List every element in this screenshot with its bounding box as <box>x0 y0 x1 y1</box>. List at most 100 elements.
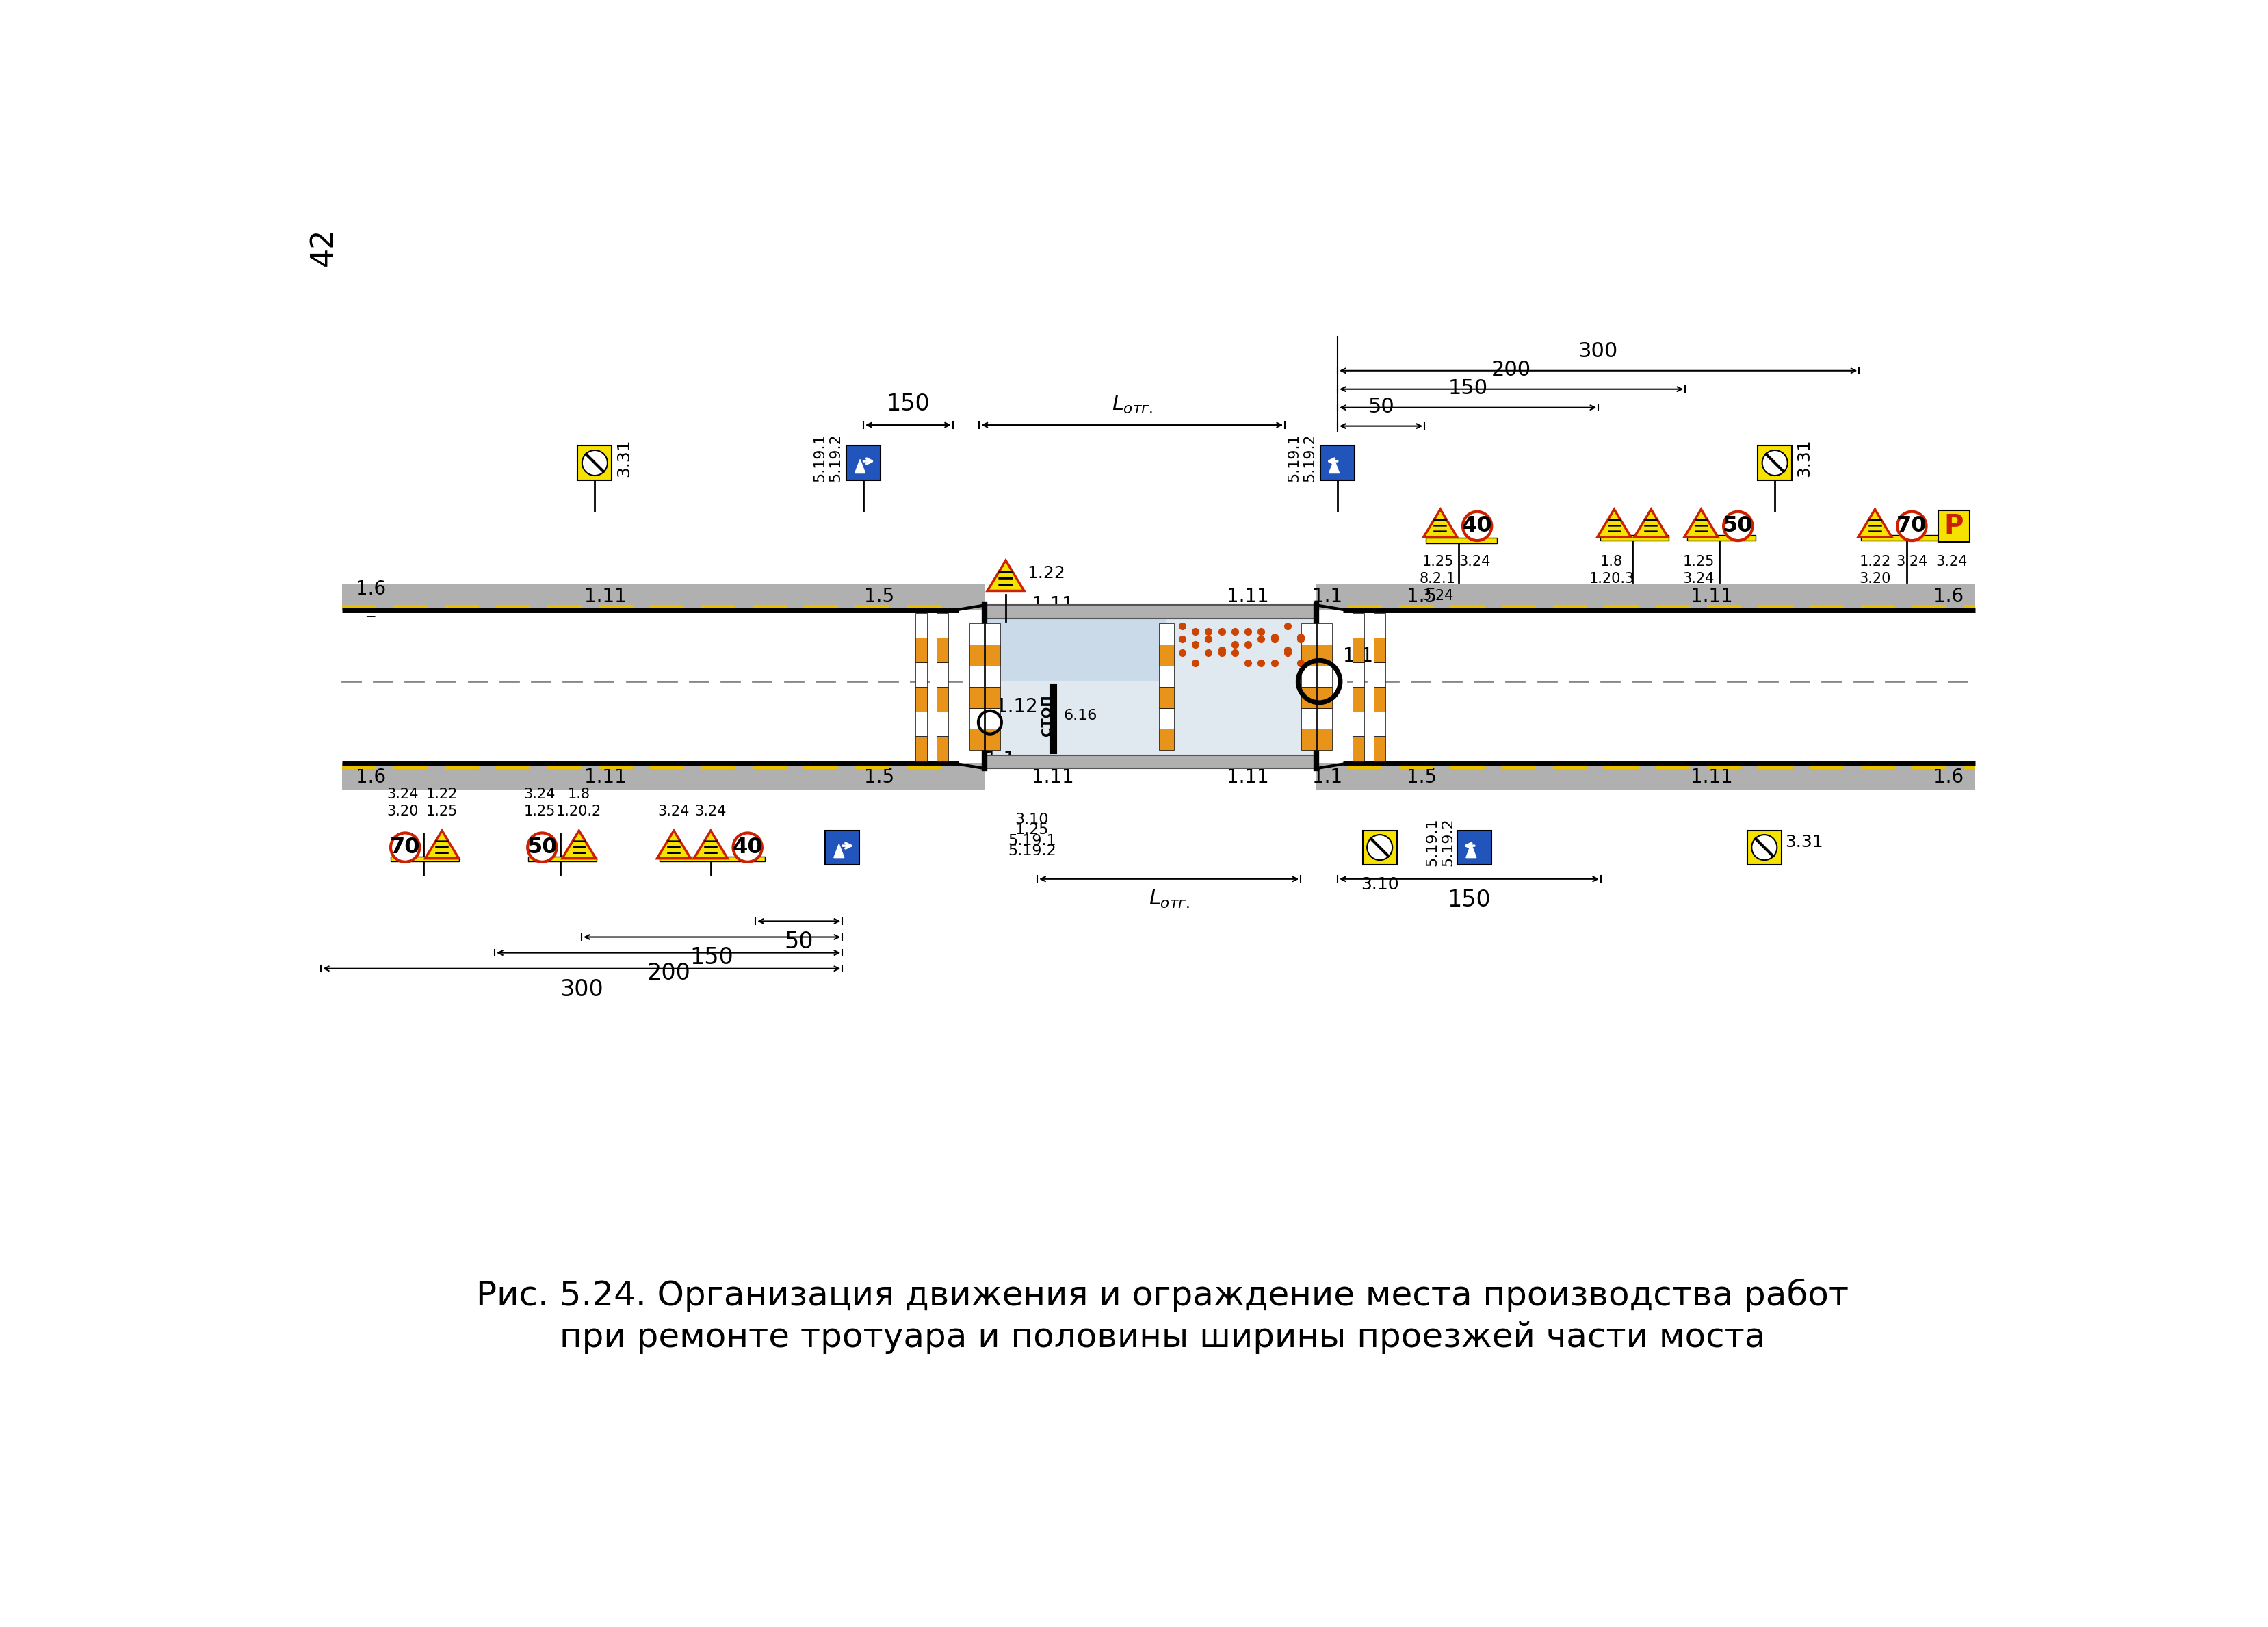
Bar <box>937 613 948 638</box>
Text: 1.25
8.2.1
3.24: 1.25 8.2.1 3.24 <box>1420 555 1456 602</box>
Polygon shape <box>658 831 689 859</box>
Text: 1.25
3.24: 1.25 3.24 <box>1683 555 1715 586</box>
Bar <box>1159 729 1173 750</box>
Bar <box>1374 711 1386 735</box>
Bar <box>1352 711 1363 735</box>
Text: Рис. 5.24. Организация движения и ограждение места производства работ: Рис. 5.24. Организация движения и огражд… <box>476 1279 1848 1311</box>
Text: 40: 40 <box>1461 516 1492 537</box>
Text: 3.31: 3.31 <box>1796 439 1812 477</box>
Bar <box>1374 613 1386 638</box>
Text: 5.19.1
5.19.2: 5.19.1 5.19.2 <box>1286 433 1315 482</box>
Bar <box>984 618 1315 755</box>
Bar <box>342 584 984 610</box>
Bar <box>660 856 764 862</box>
Bar <box>1352 687 1363 711</box>
Bar <box>984 687 1000 708</box>
Text: 1.11: 1.11 <box>1227 768 1268 786</box>
Bar <box>937 711 948 735</box>
Text: 3.24: 3.24 <box>694 805 726 818</box>
Polygon shape <box>424 831 458 859</box>
Polygon shape <box>1597 509 1631 537</box>
Text: 200: 200 <box>1490 360 1531 379</box>
Text: 5.19.1
5.19.2: 5.19.1 5.19.2 <box>1424 818 1454 866</box>
Text: 1.25: 1.25 <box>1014 823 1048 836</box>
Bar <box>1318 729 1331 750</box>
Circle shape <box>1762 451 1787 475</box>
Text: 3.31: 3.31 <box>615 439 633 477</box>
Bar <box>1456 830 1492 864</box>
Bar <box>916 735 928 760</box>
Bar <box>1352 613 1363 638</box>
Text: 1.8
1.20.3: 1.8 1.20.3 <box>1588 555 1633 586</box>
Bar <box>984 644 1000 665</box>
Polygon shape <box>1857 509 1892 537</box>
Bar <box>1302 644 1315 665</box>
Bar <box>937 638 948 662</box>
Bar <box>528 856 596 862</box>
Circle shape <box>390 833 420 862</box>
Bar <box>1159 623 1173 644</box>
Bar <box>916 662 928 687</box>
Text: 150: 150 <box>1447 377 1488 399</box>
Bar <box>1352 662 1363 687</box>
Bar <box>1302 623 1315 644</box>
Bar <box>1318 623 1331 644</box>
Bar <box>1315 610 1975 763</box>
Text: 3.24
3.20: 3.24 3.20 <box>386 787 417 818</box>
Bar <box>984 708 1000 729</box>
Text: 50: 50 <box>1721 516 1753 537</box>
Text: 300: 300 <box>560 978 603 1001</box>
Text: 150: 150 <box>887 392 930 415</box>
Text: 3.24: 3.24 <box>1935 555 1966 569</box>
Polygon shape <box>835 844 844 857</box>
Bar <box>1374 638 1386 662</box>
Bar <box>1318 687 1331 708</box>
Text: ☰: ☰ <box>1606 519 1622 537</box>
Text: P: P <box>1944 513 1964 539</box>
Text: 3.24: 3.24 <box>1458 555 1490 569</box>
Bar <box>1320 446 1354 480</box>
Text: ☰: ☰ <box>665 840 683 857</box>
Circle shape <box>1751 835 1776 861</box>
Bar <box>916 638 928 662</box>
Text: 1.11: 1.11 <box>1227 587 1268 607</box>
Bar <box>342 610 984 763</box>
Text: ☰: ☰ <box>433 840 449 857</box>
Text: 1.11: 1.11 <box>1032 595 1075 615</box>
Bar <box>1302 708 1315 729</box>
Bar <box>1860 535 1966 540</box>
Text: СТОП: СТОП <box>1041 695 1052 737</box>
Bar <box>826 830 860 864</box>
Text: ──: ── <box>365 613 376 620</box>
Text: $L_{отг.}$: $L_{отг.}$ <box>1111 394 1152 415</box>
Text: 5.19.2: 5.19.2 <box>1007 844 1057 857</box>
Bar <box>968 708 984 729</box>
Bar <box>968 687 984 708</box>
Bar <box>916 711 928 735</box>
Text: 1.6: 1.6 <box>356 768 386 786</box>
Text: 1.12: 1.12 <box>1343 646 1386 665</box>
Circle shape <box>528 833 556 862</box>
Text: 5.19.1
5.19.2: 5.19.1 5.19.2 <box>812 433 841 482</box>
Text: 1.11: 1.11 <box>1690 587 1733 607</box>
Circle shape <box>583 451 608 475</box>
Circle shape <box>1724 511 1751 540</box>
Text: 1.11: 1.11 <box>1690 768 1733 786</box>
Bar <box>984 755 1315 768</box>
Text: 1.22: 1.22 <box>1027 565 1064 582</box>
Text: 200: 200 <box>646 962 689 984</box>
Bar <box>968 644 984 665</box>
Bar <box>916 613 928 638</box>
Text: ☰: ☰ <box>1431 519 1447 537</box>
Text: 70: 70 <box>1896 516 1926 537</box>
Bar <box>1758 446 1792 480</box>
Polygon shape <box>562 831 596 859</box>
Text: при ремонте тротуара и половины ширины проезжей части моста: при ремонте тротуара и половины ширины п… <box>560 1321 1765 1354</box>
Circle shape <box>1896 511 1926 540</box>
Bar <box>1687 535 1755 540</box>
Text: ☰: ☰ <box>572 840 587 857</box>
Text: ☰: ☰ <box>996 571 1014 591</box>
Bar <box>1937 511 1969 542</box>
Polygon shape <box>1633 509 1667 537</box>
Bar <box>578 446 612 480</box>
